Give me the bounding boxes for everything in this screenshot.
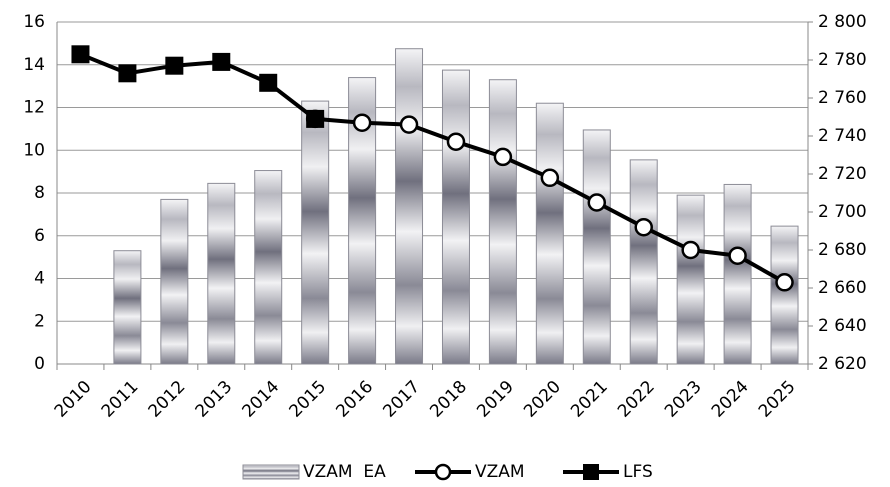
marker bbox=[212, 52, 231, 71]
bar bbox=[723, 183, 752, 365]
x-tick-label: 2012 bbox=[145, 377, 190, 422]
x-tick-label: 2017 bbox=[379, 377, 424, 422]
y2-tick-label: 2 780 bbox=[818, 50, 867, 70]
marker bbox=[399, 115, 419, 134]
x-tick-label: 2014 bbox=[239, 377, 284, 422]
marker bbox=[540, 168, 560, 188]
y-tick-label: 6 bbox=[34, 226, 45, 246]
x-tick-label: 2020 bbox=[520, 377, 565, 422]
line bbox=[79, 52, 317, 121]
legend-marker bbox=[434, 463, 452, 481]
legend-swatch bbox=[242, 464, 300, 480]
y-tick-label: 4 bbox=[34, 269, 45, 289]
marker bbox=[446, 132, 466, 151]
marker bbox=[259, 73, 278, 92]
bar bbox=[582, 129, 611, 365]
y-tick-label: 14 bbox=[23, 55, 45, 75]
y-tick-label: 16 bbox=[23, 12, 45, 32]
x-tick-label: 2019 bbox=[473, 377, 518, 422]
marker bbox=[306, 109, 325, 128]
legend-label: VZAM bbox=[475, 462, 525, 482]
bar bbox=[770, 225, 799, 365]
y2-tick-label: 2 760 bbox=[818, 88, 867, 108]
y2-tick-label: 2 720 bbox=[818, 164, 867, 184]
legend-label: VZAM EA bbox=[303, 462, 386, 482]
y-tick-label: 10 bbox=[23, 140, 45, 160]
x-tick-label: 2010 bbox=[51, 377, 96, 422]
x-tick-label: 2024 bbox=[708, 377, 753, 422]
y2-tick-label: 2 740 bbox=[818, 126, 867, 146]
y-tick-label: 12 bbox=[23, 98, 45, 118]
bar bbox=[301, 100, 330, 365]
y-tick-label: 2 bbox=[34, 311, 45, 331]
marker bbox=[587, 193, 607, 212]
x-tick-label: 2013 bbox=[192, 377, 237, 422]
y-tick-label: 8 bbox=[34, 183, 45, 203]
marker bbox=[352, 113, 372, 132]
x-tick-label: 2025 bbox=[755, 377, 800, 422]
y2-tick-label: 2 800 bbox=[818, 12, 867, 32]
x-tick-label: 2023 bbox=[661, 377, 706, 422]
legend-item: VZAM bbox=[415, 462, 525, 482]
marker bbox=[71, 45, 90, 64]
marker bbox=[728, 246, 747, 265]
y2-tick-label: 2 660 bbox=[818, 278, 867, 298]
marker bbox=[634, 217, 653, 237]
x-tick-label: 2021 bbox=[567, 377, 612, 422]
bar bbox=[395, 48, 424, 365]
bar bbox=[160, 198, 189, 365]
legend-item: VZAM EA bbox=[242, 462, 386, 482]
marker bbox=[493, 147, 513, 167]
y-tick-label: 0 bbox=[34, 354, 45, 374]
x-tick-label: 2022 bbox=[614, 377, 659, 422]
marker bbox=[681, 240, 700, 260]
bar bbox=[535, 102, 564, 365]
y2-tick-label: 2 620 bbox=[818, 354, 867, 374]
bar bbox=[207, 182, 236, 365]
x-tick-label: 2018 bbox=[426, 377, 471, 422]
bar bbox=[254, 170, 283, 365]
x-tick-label: 2015 bbox=[285, 377, 330, 422]
legend-label: LFS bbox=[623, 462, 653, 482]
marker bbox=[775, 273, 794, 292]
legend-marker bbox=[583, 464, 599, 480]
bar bbox=[488, 79, 517, 365]
bar bbox=[441, 69, 470, 365]
bar bbox=[113, 250, 142, 365]
bar bbox=[676, 194, 705, 365]
y2-tick-label: 2 700 bbox=[818, 202, 867, 222]
legend-item: LFS bbox=[563, 462, 653, 482]
bar bbox=[629, 159, 658, 365]
x-tick-label: 2011 bbox=[98, 377, 143, 422]
y2-tick-label: 2 640 bbox=[818, 316, 867, 336]
x-tick-label: 2016 bbox=[332, 377, 377, 422]
marker bbox=[118, 64, 137, 83]
marker bbox=[165, 56, 184, 75]
y2-tick-label: 2 680 bbox=[818, 240, 867, 260]
